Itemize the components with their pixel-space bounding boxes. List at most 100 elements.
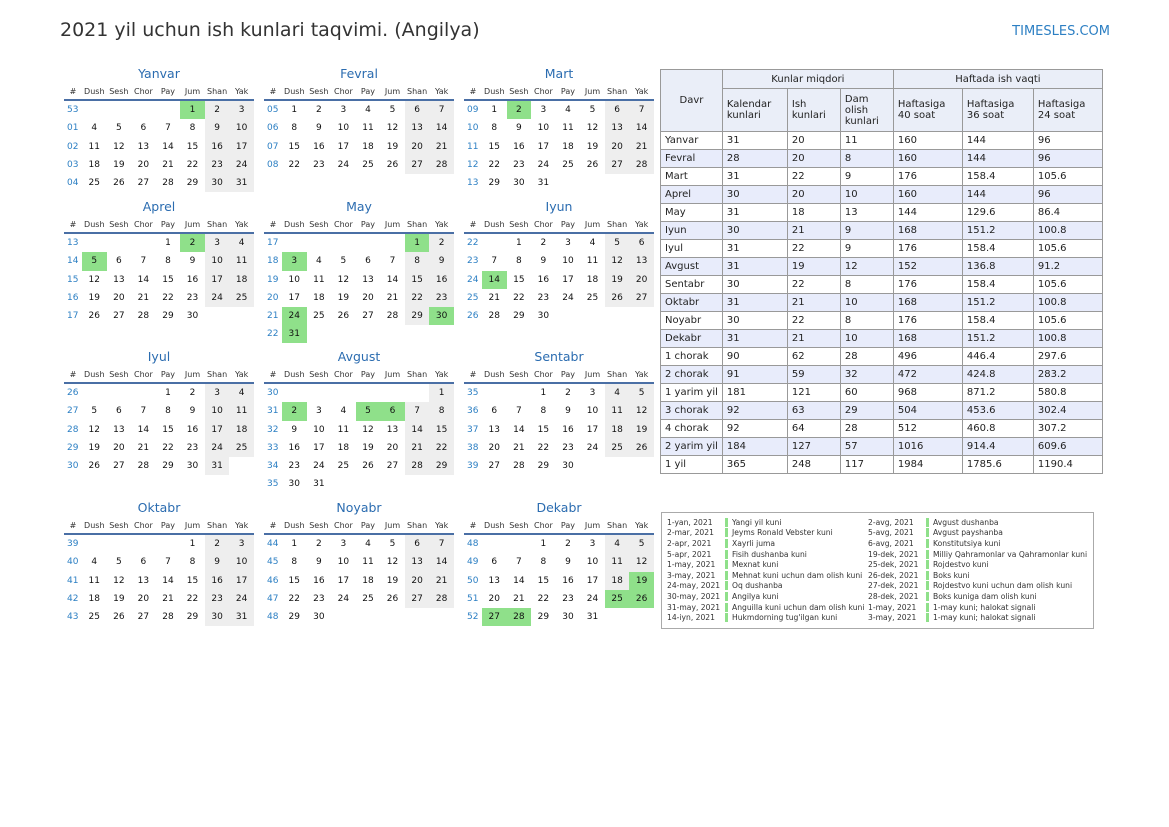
day-cell: 2 — [204, 535, 230, 554]
day-cell: 18 — [337, 442, 350, 453]
day-cell — [307, 234, 332, 252]
day-cell: 4 — [229, 234, 254, 253]
day-cell: 6 — [380, 402, 405, 421]
month-name: Avgust — [337, 349, 381, 364]
value-cell: 424.8 — [961, 365, 1034, 384]
week-number: 42 — [67, 593, 79, 604]
week-number: 03 — [67, 159, 79, 170]
holiday-item: 3-may, 2021 1-may kuni; halokat signali — [868, 612, 1087, 623]
month-11: Noyabr # Dush Sesh Chor Pay Jum Shan Yak 44 1 2 3 4 5 6… — [264, 499, 454, 626]
weekday-header: Yak — [429, 517, 454, 536]
value-cell: 105.6 — [1032, 311, 1103, 330]
holiday-name: Angilya kuni — [732, 591, 779, 601]
value-cell: 20 — [786, 131, 841, 150]
weekday-header: Jum — [380, 366, 405, 385]
day-cell — [282, 234, 307, 252]
weekday-header: Dush — [82, 366, 107, 385]
summary-table: Davr Kunlar miqdori Haftada ish vaqti Ka… — [660, 69, 1103, 474]
weekday-header: Chor — [531, 83, 556, 102]
weekday-header: Sesh — [506, 366, 532, 385]
day-cell: 16 — [204, 137, 230, 156]
weekday-header: Shan — [604, 517, 630, 536]
day-cell: 30 — [204, 173, 230, 193]
week-number: 28 — [67, 424, 79, 435]
day-cell — [405, 475, 430, 493]
day-cell: 3 — [282, 252, 307, 271]
column-header: Dam olish kunlari — [839, 88, 894, 132]
day-cell: 27 — [137, 178, 150, 189]
weekday-header: Sesh — [306, 517, 332, 536]
holiday-marker — [926, 517, 929, 527]
day-cell — [107, 101, 132, 119]
month-name: Mart — [544, 66, 574, 81]
day-cell: 18 — [229, 420, 254, 439]
day-cell: 17 — [337, 575, 350, 586]
value-cell: 9 — [839, 239, 894, 258]
day-cell: 7 — [165, 557, 171, 568]
day-cell: 19 — [362, 442, 374, 453]
day-cell: 14 — [629, 119, 654, 138]
holiday-date: 28-dek, 2021 — [868, 591, 919, 601]
day-cell: 20 — [488, 593, 500, 604]
site-link[interactable]: TIMESLES.COM — [1012, 24, 1110, 39]
day-cell — [556, 174, 581, 192]
day-cell: 20 — [404, 571, 430, 590]
value-cell: 1016 — [892, 437, 963, 456]
month-name: Sentabr — [534, 349, 584, 364]
column-header: Kalendar kunlari — [721, 88, 788, 132]
holiday-item: 14-iyn, 2021 Hukmdorning tug'ilgan kuni — [667, 612, 864, 623]
day-cell — [580, 174, 605, 192]
day-cell: 8 — [189, 557, 196, 568]
day-cell — [356, 234, 381, 252]
table-row: 2 chorak 91 59 32 472 424.8 283.2 — [660, 365, 1103, 384]
day-cell: 4 — [604, 535, 630, 554]
holiday-item: 2-apr, 2021 Xayrli juma — [667, 538, 864, 549]
day-cell: 22 — [513, 292, 525, 303]
day-cell: 15 — [162, 424, 174, 435]
day-cell — [331, 234, 356, 252]
weekday-header: Jum — [180, 517, 205, 536]
period-cell: Avgust — [660, 257, 723, 276]
day-cell: 2 — [565, 539, 571, 550]
day-cell — [356, 325, 381, 343]
week-number: 41 — [67, 575, 79, 586]
day-cell: 23 — [429, 288, 454, 307]
day-cell: 9 — [291, 424, 298, 435]
day-cell: 17 — [204, 270, 230, 289]
day-cell: 3 — [589, 388, 596, 399]
day-cell: 11 — [229, 402, 254, 421]
day-cell: 14 — [137, 424, 150, 435]
day-cell: 23 — [313, 159, 325, 170]
holiday-marker — [725, 570, 728, 580]
holiday-marker — [926, 528, 929, 538]
day-cell: 7 — [404, 402, 430, 421]
month-name: Iyun — [545, 199, 573, 214]
day-cell: 15 — [186, 141, 199, 152]
day-cell: 7 — [389, 256, 396, 267]
weekday-header: Dush — [82, 216, 107, 235]
holiday-date: 5-apr, 2021 — [667, 549, 712, 559]
weekday-header: Jum — [180, 83, 205, 102]
day-cell: 22 — [162, 442, 174, 453]
day-cell: 22 — [186, 593, 199, 604]
period-cell: 1 chorak — [660, 347, 723, 366]
week-number: 13 — [467, 178, 479, 189]
value-cell: 151.2 — [961, 293, 1034, 312]
week-number: 35 — [467, 388, 479, 399]
day-cell: 19 — [386, 141, 399, 152]
value-cell: 8 — [839, 149, 894, 168]
day-counts-header: Kunlar miqdori — [721, 69, 894, 89]
week-number: 27 — [67, 406, 79, 417]
day-cell — [107, 234, 132, 252]
day-cell: 30 — [186, 311, 199, 322]
weekday-header: Chor — [331, 517, 356, 536]
holiday-marker — [725, 591, 728, 601]
value-cell: 9 — [839, 167, 894, 186]
day-cell: 3 — [340, 539, 347, 550]
holiday-name: Boks kuniga dam olish kuni — [933, 591, 1037, 601]
day-cell: 24 — [337, 593, 350, 604]
day-cell: 4 — [315, 256, 322, 267]
holiday-item: 2-mar, 2021 Jeyms Ronald Vebster kuni — [667, 528, 864, 539]
day-cell — [131, 234, 156, 252]
value-cell: 283.2 — [1032, 365, 1103, 384]
